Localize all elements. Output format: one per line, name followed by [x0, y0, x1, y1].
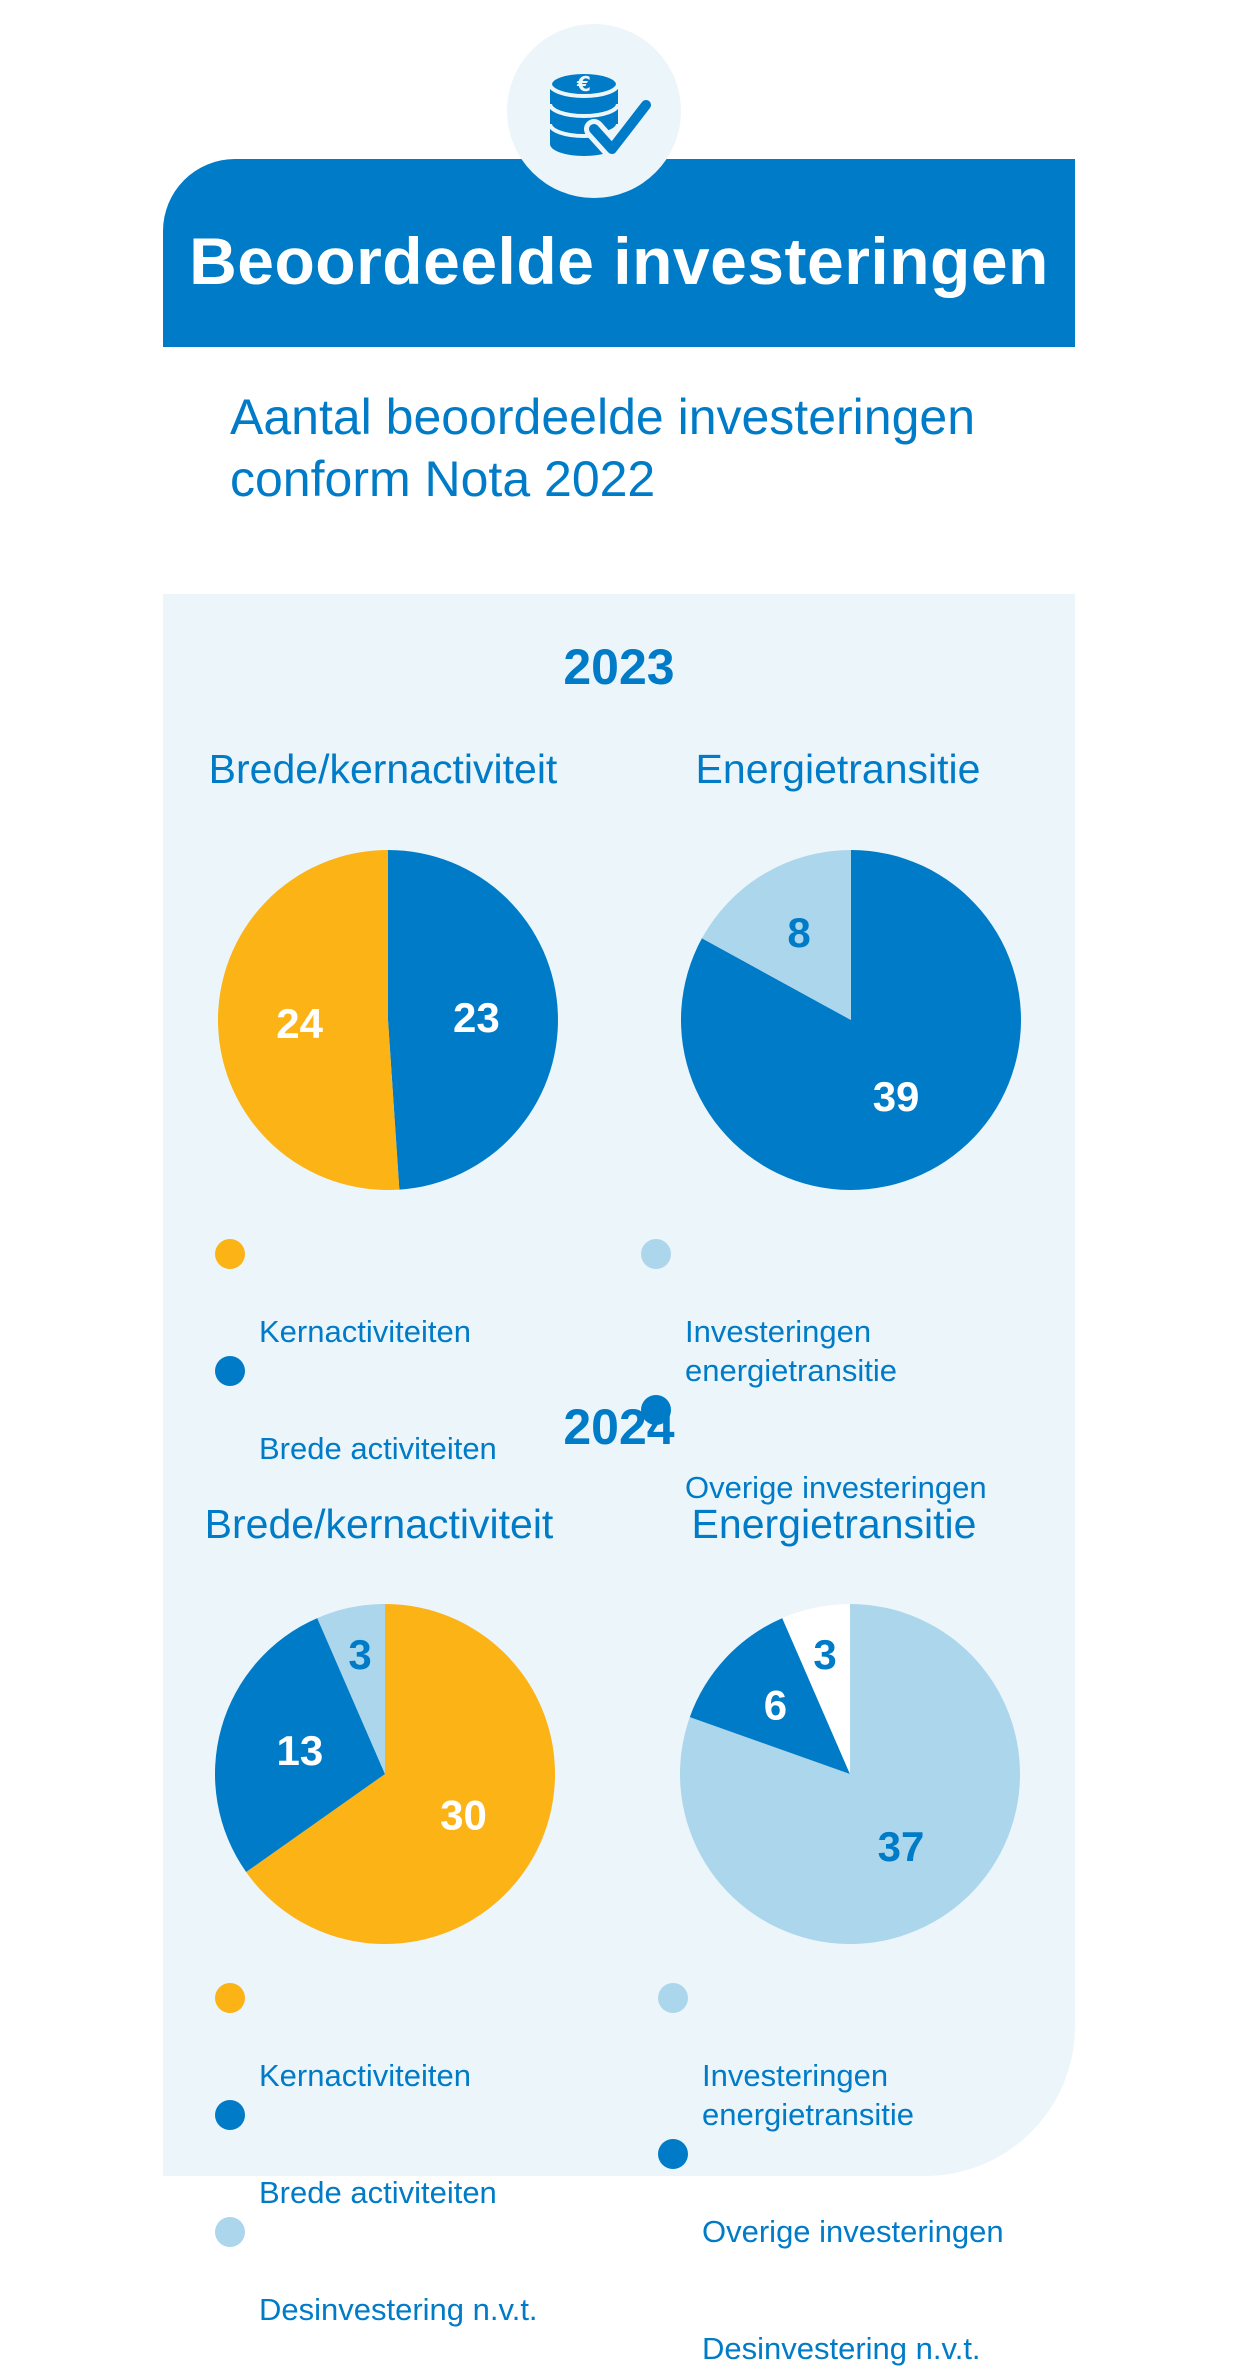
legend-swatch-brede-activiteiten — [215, 1356, 245, 1386]
legend-swatch-investeringen-energietransitie — [641, 1239, 671, 1269]
legend-label: Desinvestering n.v.t. — [259, 2292, 538, 2327]
pie-slice-brede-activiteiten — [214, 1618, 385, 1873]
chart-title-2023-left: Brede/kernactiviteit — [208, 746, 558, 792]
pie-chart-2024-energietransitie: 37 63 — [680, 1604, 1021, 1944]
pie-chart-2024-brede-kern: 30 13 3 — [214, 1604, 556, 1944]
pie-value-label-brede-activiteiten: 23 — [453, 994, 500, 1041]
pie-slice-overige-investeringen — [681, 850, 1022, 1190]
legend-item-kernactiviteiten: Kernactiviteiten — [215, 1978, 538, 2095]
coins-checkmark-icon: € — [548, 70, 654, 159]
chart-title-2023-right: Energietransitie — [695, 746, 981, 792]
pie-value-label-overige-investeringen: 6 — [764, 1681, 787, 1728]
legend-item-kernactiviteiten: Kernactiviteiten — [215, 1234, 497, 1351]
pie-value-label-desinvestering-n-v-t: 3 — [813, 1631, 836, 1678]
subtitle-text: Aantal beoordeelde investeringen conform… — [230, 389, 975, 507]
legend-2024-left: Kernactiviteiten Brede activiteiten Desi… — [215, 1978, 538, 2329]
header-icon-badge: € — [507, 24, 681, 198]
legend-item-desinvestering: Desinvestering n.v.t. — [215, 2212, 538, 2329]
legend-label: Kernactiviteiten — [259, 1314, 471, 1349]
legend-label: Kernactiviteiten — [259, 2058, 471, 2093]
legend-label: Brede activiteiten — [259, 1431, 497, 1466]
legend-item-desinvestering: Desinvestering n.v.t. — [658, 2251, 1004, 2368]
pie-value-label-investeringen-energietransitie: 37 — [878, 1823, 925, 1870]
pie-value-label-brede-activiteiten: 13 — [277, 1727, 324, 1774]
pie-value-label-investeringen-energietransitie: 8 — [787, 909, 810, 956]
legend-2024-right: Investeringen energietransitie Overige i… — [658, 1978, 1004, 2368]
page-subtitle: Aantal beoordeelde investeringen conform… — [230, 386, 1050, 510]
pie-value-label-desinvestering-n-v-t: 3 — [348, 1631, 371, 1678]
pie-slice-kernactiviteiten — [246, 1604, 556, 1944]
pie-chart-2023-brede-kern: 23 24 — [217, 850, 558, 1190]
legend-item-brede-activiteiten: Brede activiteiten — [215, 2095, 538, 2212]
legend-swatch-brede-activiteiten — [215, 2100, 245, 2130]
legend-item-overige-investeringen: Overige investeringen — [658, 2134, 1004, 2251]
chart-title-2024-left: Brede/kernactiviteit — [204, 1501, 554, 1547]
legend-swatch-desinvestering — [658, 2256, 688, 2286]
pie-value-label-kernactiviteiten: 24 — [276, 1000, 323, 1047]
legend-swatch-kernactiviteiten — [215, 1983, 245, 2013]
svg-text:€: € — [576, 72, 591, 96]
legend-swatch-kernactiviteiten — [215, 1239, 245, 1269]
legend-swatch-investeringen-energietransitie — [658, 1983, 688, 2013]
pie-value-label-overige-investeringen: 39 — [873, 1073, 920, 1120]
year-heading-2023: 2023 — [563, 639, 675, 695]
legend-item-overige-investeringen: Overige investeringen — [641, 1390, 987, 1507]
legend-label: Brede activiteiten — [259, 2175, 497, 2210]
legend-item-investeringen-energietransitie: Investeringen energietransitie — [658, 1978, 1004, 2134]
legend-swatch-desinvestering — [215, 2217, 245, 2247]
pie-slice-overige-investeringen — [689, 1618, 850, 1774]
year-heading-2024: 2024 — [563, 1399, 675, 1455]
pie-slice-kernactiviteiten — [217, 850, 400, 1190]
pie-chart-2023-energietransitie: 39 8 — [681, 850, 1022, 1190]
legend-item-investeringen-energietransitie: Investeringen energietransitie — [641, 1234, 987, 1390]
pie-slice-desinvestering-n-v-t — [782, 1604, 850, 1774]
page-title: Beoordeelde investeringen — [189, 224, 1049, 298]
legend-label: Investeringen energietransitie — [702, 2058, 914, 2132]
legend-label: Overige investeringen — [685, 1470, 987, 1505]
pie-slice-investeringen-energietransitie — [701, 850, 851, 1020]
legend-2023-right: Investeringen energietransitie Overige i… — [641, 1234, 987, 1507]
legend-swatch-overige-investeringen — [658, 2139, 688, 2169]
pie-slice-investeringen-energietransitie — [680, 1604, 1021, 1944]
pie-slice-brede-activiteiten — [388, 850, 558, 1190]
legend-item-brede-activiteiten: Brede activiteiten — [215, 1351, 497, 1468]
legend-label: Investeringen energietransitie — [685, 1314, 897, 1388]
legend-label: Desinvestering n.v.t. — [702, 2331, 981, 2366]
legend-label: Overige investeringen — [702, 2214, 1004, 2249]
pie-slice-desinvestering-n-v-t — [317, 1604, 385, 1774]
charts-panel: 2023 Brede/kernactiviteit Energietransit… — [163, 594, 1075, 2366]
legend-2023-left: Kernactiviteiten Brede activiteiten — [215, 1234, 497, 1468]
chart-title-2024-right: Energietransitie — [691, 1501, 977, 1547]
legend-swatch-overige-investeringen — [641, 1395, 671, 1425]
pie-value-label-kernactiviteiten: 30 — [440, 1792, 487, 1839]
